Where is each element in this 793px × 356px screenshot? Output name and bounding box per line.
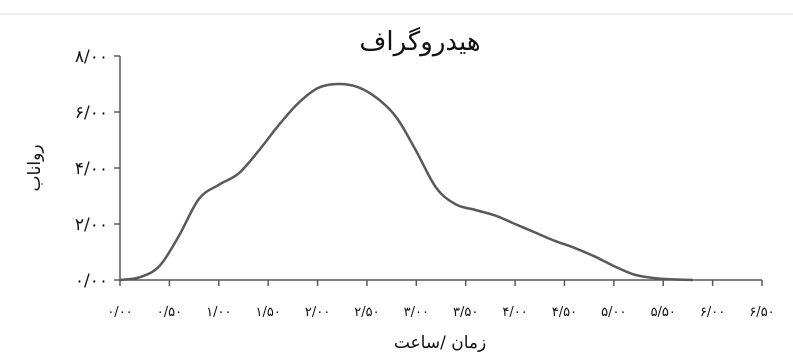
data-point [356,86,357,87]
data-point [238,173,239,174]
y-tick-label: ۲/۰۰ [75,215,108,235]
x-tick-label: ۳/۵۰ [453,305,478,320]
data-point [337,83,338,84]
x-tick-label: ۲/۵۰ [354,305,379,320]
data-point [534,232,535,233]
data-point [495,215,496,216]
data-point [515,223,516,224]
data-point [692,279,693,280]
data-point [554,240,555,241]
x-tick-label: ۴/۵۰ [552,305,577,320]
data-point [594,256,595,257]
data-point [198,198,199,199]
series [119,82,693,282]
data-point [258,151,259,152]
x-tick-label: ۵/۵۰ [651,305,676,320]
data-point [119,279,120,280]
data-point [574,247,575,248]
data-point [653,277,654,278]
y-axis-label: رواناب [25,144,45,191]
x-tick-label: ۶/۵۰ [749,305,774,320]
data-point [139,277,140,278]
data-point [475,209,476,210]
data-point [455,204,456,205]
x-tick-label: ۵/۰۰ [601,305,626,320]
x-tick-label: ۴/۰۰ [502,305,527,320]
data-point [633,274,634,275]
x-tick-label: ۱/۵۰ [255,305,280,320]
x-tick-label: ۶/۰۰ [700,305,725,320]
data-point [297,103,298,104]
data-point [396,117,397,118]
data-point [436,187,437,188]
data-point [613,265,614,266]
x-tick-label: ۳/۰۰ [404,305,429,320]
y-tick-label: ۰/۰۰ [75,271,108,291]
data-point [218,184,219,185]
tick-labels: ۰/۰۰ ۲/۰۰ ۴/۰۰ ۶/۰۰ ۸/۰۰ ۰/۰۰ ۰/۵۰ ۱/۰۰ ۱/۵۰ ۲/۰۰… [75,47,775,320]
data-point [376,97,377,98]
axes [114,55,763,286]
y-tick-label: ۴/۰۰ [75,159,108,179]
data-point [317,88,318,89]
series-line [119,82,693,282]
chart-title: هیدروگراف [359,26,480,57]
data-point [277,125,278,126]
data-point [159,265,160,266]
x-axis-label: زمان /ساعت [394,333,486,353]
x-tick-label: ۰/۵۰ [157,305,182,320]
x-tick-label: ۰/۰۰ [107,305,132,320]
data-point [179,235,180,236]
y-tick-label: ۶/۰۰ [75,103,108,123]
x-tick-label: ۲/۰۰ [305,305,330,320]
data-point [673,279,674,280]
data-point [416,151,417,152]
x-tick-label: ۱/۰۰ [206,305,231,320]
y-tick-label: ۸/۰۰ [75,47,108,67]
